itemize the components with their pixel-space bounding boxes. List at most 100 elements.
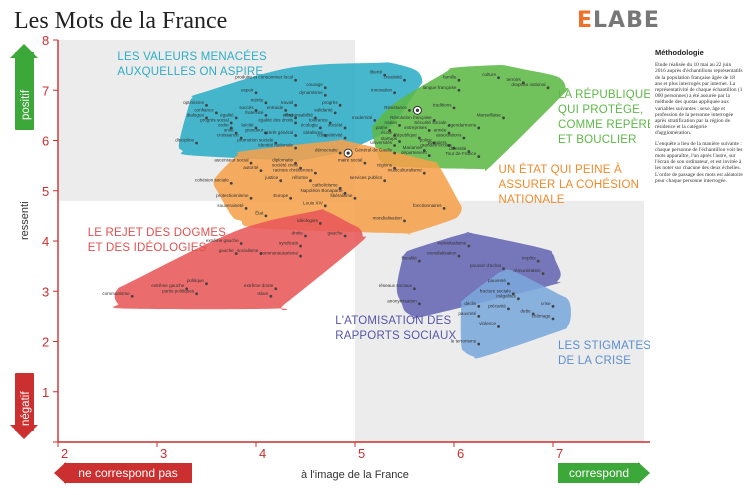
data-point-label: gendarmerie: [450, 122, 476, 127]
data-point-label: culture: [482, 72, 496, 77]
data-point: [299, 166, 302, 170]
data-point: [393, 166, 396, 170]
data-point: [299, 244, 302, 248]
data-point-label: famille: [443, 75, 457, 80]
data-point-label: entraide: [267, 105, 284, 110]
data-point: [229, 181, 233, 185]
data-point: [536, 259, 540, 263]
data-point: [234, 116, 238, 120]
data-point-label: Révolution française: [390, 115, 432, 120]
data-point-label: traditions: [433, 102, 452, 107]
cluster-blob: [396, 231, 561, 319]
methodology-paragraph-1: Etude réalisée du 10 mai au 22 juin 2016…: [655, 62, 743, 137]
brand-logo-first: E: [577, 8, 594, 33]
data-point: [274, 141, 278, 145]
data-point-label: catholicisme: [312, 183, 338, 188]
x-tick-label: 7: [556, 446, 563, 461]
data-point: [269, 294, 273, 298]
cluster-blob: [460, 269, 571, 359]
data-point-label: racines chrétiennes: [273, 168, 314, 173]
data-point-label: justice: [264, 175, 278, 180]
data-point-label: Tour de France: [445, 151, 476, 156]
cluster-label-line: RAPPORTS SOCIAUX: [335, 330, 456, 342]
data-point: [413, 287, 416, 291]
x-tick-label: 3: [160, 446, 167, 461]
data-point-label: socialisme: [237, 248, 259, 253]
data-point-label: droite: [292, 230, 304, 235]
data-point-label: croissance: [217, 132, 239, 137]
data-point: [343, 126, 347, 130]
data-point-label: multiculturalisme: [388, 168, 423, 173]
x-left-label: ne correspond pas: [78, 466, 177, 480]
data-point: [531, 312, 535, 316]
data-point: [234, 252, 238, 255]
data-point: [338, 186, 342, 190]
data-point-label: égalité: [220, 112, 234, 117]
data-point: [254, 126, 258, 130]
axis-decorations: positif négatif ressenti à l'image de la Fr…: [10, 44, 650, 484]
cluster-labels: LES VALEURS MENACÉES AUXQUELLES ON ASPIRE…: [88, 50, 650, 367]
data-point: [546, 86, 550, 90]
cluster-blob: [213, 138, 462, 235]
data-point-label: terroirs: [507, 77, 522, 82]
data-point-label: République: [394, 132, 418, 137]
data-point-label: extrême droite: [244, 283, 274, 288]
data-point-label: dynamisme: [299, 90, 323, 95]
data-point: [477, 126, 481, 130]
data-point: [393, 91, 396, 95]
data-point-label: identité nationale: [258, 143, 293, 148]
data-point: [205, 282, 208, 286]
data-point: [254, 91, 258, 95]
x-left-arrow-icon: [54, 462, 66, 484]
data-point-label: créativité: [384, 75, 403, 80]
data-point-label: crise: [541, 301, 551, 306]
data-point: [249, 196, 253, 200]
data-point-label: déclin: [464, 301, 476, 306]
data-point-label: communisme: [102, 291, 130, 296]
y-tick-label: 3: [42, 284, 49, 299]
data-point: [264, 101, 268, 105]
cluster-label: UN ÉTAT QUI PEINE À ASSURER LA COHÉSION NA…: [499, 163, 640, 206]
data-point-label: Sécurité sociale: [414, 120, 447, 125]
data-point-label: dialogue: [187, 112, 205, 117]
y-bottom-pill: [15, 373, 34, 431]
data-point: [452, 106, 456, 110]
data-point-label: pouvoir d'achat: [470, 263, 502, 268]
brand-logo: ELABE: [577, 8, 660, 33]
data-point: [477, 304, 481, 308]
data-point: [314, 171, 317, 175]
data-point-label: startups: [381, 136, 398, 141]
data-point: [551, 317, 555, 321]
data-point-label: discipline: [175, 138, 194, 143]
data-point: [502, 116, 505, 120]
data-point-label: armée: [434, 127, 447, 132]
data-point: [393, 151, 396, 155]
data-point: [457, 88, 461, 92]
data-point-label: courage: [306, 82, 323, 87]
data-point-label: fiscalité: [402, 256, 418, 261]
data-point-label: optimisme: [183, 100, 204, 105]
cluster-label-line: LES STIGMATES: [558, 340, 650, 352]
data-point: [502, 267, 505, 271]
y-tick-label: 2: [42, 335, 49, 350]
data-point-label: progrès: [322, 100, 338, 105]
methodology-title: Méthodologie: [655, 48, 704, 57]
data-point-label: nation: [385, 120, 398, 125]
cluster-label-line: LE REJET DES DOGMES: [88, 227, 227, 239]
data-point: [408, 108, 411, 112]
data-point: [417, 259, 421, 263]
data-point: [323, 93, 327, 97]
data-point: [234, 131, 238, 135]
data-point-label: diversité: [449, 146, 467, 151]
cluster-label-line: QUI PROTÈGE,: [558, 103, 643, 116]
data-point-label: démocratie: [315, 148, 338, 153]
data-point: [338, 103, 342, 107]
data-point-label: ascenseur social: [214, 158, 248, 163]
data-point: [388, 129, 392, 132]
data-point-label: tolérance: [309, 117, 328, 122]
data-point: [328, 121, 332, 125]
data-point-label: grandes écoles: [420, 143, 452, 148]
data-point-label: extrême gauche: [206, 238, 239, 243]
data-point: [274, 287, 278, 291]
data-point-label: ordre: [218, 122, 229, 127]
